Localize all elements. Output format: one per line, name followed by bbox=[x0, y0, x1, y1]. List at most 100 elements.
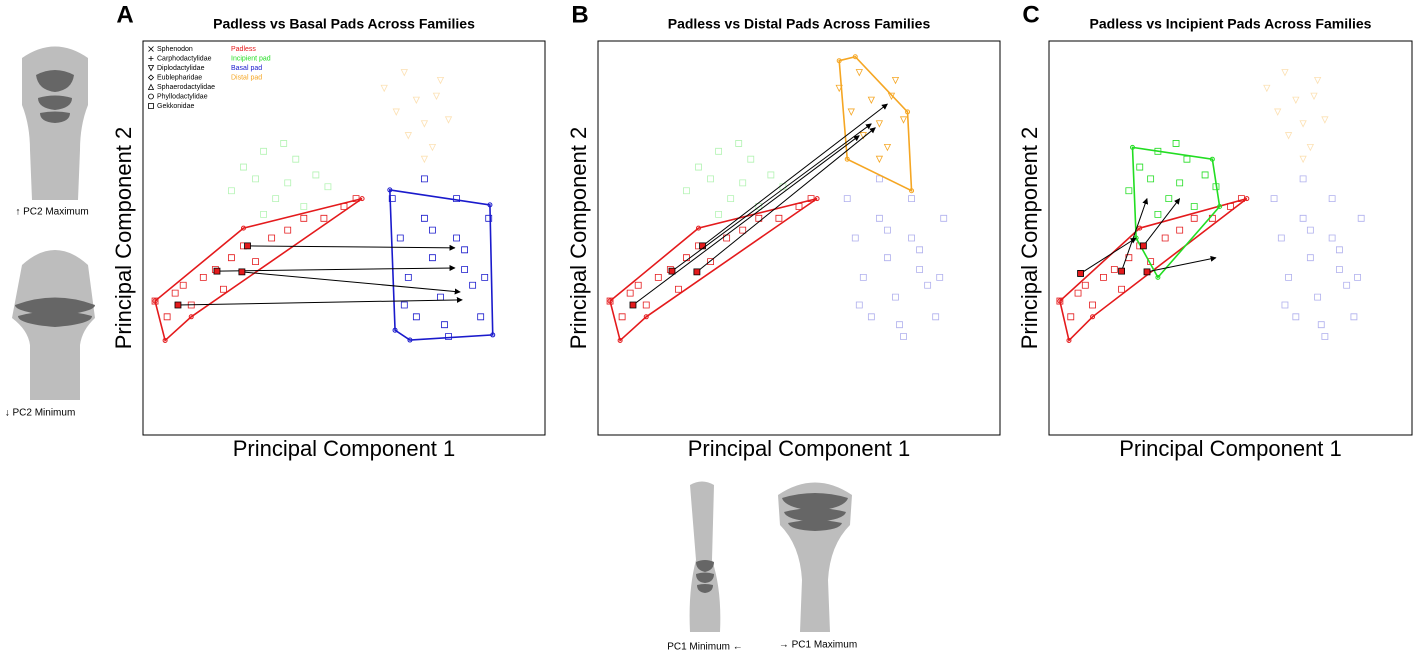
point bbox=[654, 274, 662, 281]
point bbox=[683, 187, 690, 195]
point bbox=[739, 179, 747, 187]
point bbox=[421, 175, 428, 183]
point bbox=[1118, 285, 1125, 293]
point bbox=[875, 155, 884, 164]
toe-pc1-max bbox=[778, 482, 852, 632]
hull-vertex bbox=[1209, 156, 1215, 162]
point bbox=[280, 140, 288, 147]
point bbox=[437, 293, 444, 301]
hull bbox=[388, 188, 494, 341]
legend-label: Padless bbox=[231, 46, 256, 53]
legend-symbol bbox=[147, 83, 155, 90]
point bbox=[908, 195, 915, 202]
point bbox=[1336, 246, 1343, 254]
point bbox=[453, 234, 460, 242]
legend-label: Gekkonidae bbox=[157, 103, 194, 110]
hull bbox=[609, 197, 818, 342]
point bbox=[1139, 242, 1147, 250]
hull-vertex bbox=[152, 298, 158, 304]
point bbox=[1172, 140, 1180, 147]
point bbox=[268, 234, 276, 242]
toe-pads bbox=[36, 70, 74, 123]
point bbox=[228, 254, 235, 262]
point bbox=[1161, 234, 1169, 242]
point bbox=[324, 183, 332, 191]
point bbox=[1125, 187, 1133, 195]
hull-vertex bbox=[1057, 298, 1063, 304]
legend-label: Eublepharidae bbox=[157, 74, 202, 81]
chart-title: Padless vs Distal Pads Across Families bbox=[668, 16, 931, 32]
hull-vertex bbox=[359, 196, 365, 202]
legend-label: Sphenodon bbox=[157, 46, 193, 53]
chart-title: Padless vs Incipient Pads Across Familie… bbox=[1090, 16, 1372, 32]
point bbox=[675, 285, 682, 293]
point bbox=[1336, 266, 1343, 273]
centroid-arrow bbox=[241, 271, 461, 295]
point bbox=[851, 234, 859, 242]
point bbox=[1328, 234, 1336, 242]
point bbox=[629, 301, 637, 309]
point bbox=[1190, 214, 1198, 222]
point bbox=[1190, 203, 1198, 210]
centroid-arrow bbox=[1146, 255, 1217, 273]
point bbox=[1201, 171, 1209, 179]
point bbox=[461, 246, 468, 254]
centroid-arrow bbox=[1142, 198, 1181, 247]
point bbox=[1056, 297, 1064, 305]
point bbox=[747, 155, 755, 163]
point bbox=[320, 214, 328, 222]
panel-letter: A bbox=[116, 1, 133, 28]
point bbox=[1317, 321, 1325, 329]
hull-vertex bbox=[607, 298, 613, 304]
centroid-arrow bbox=[696, 127, 876, 273]
legend-label: Incipient pad bbox=[231, 55, 271, 62]
point bbox=[875, 120, 884, 128]
point bbox=[1176, 226, 1184, 234]
point bbox=[715, 210, 722, 218]
point bbox=[896, 321, 903, 329]
point bbox=[735, 140, 743, 147]
hull-vertex bbox=[1137, 225, 1143, 231]
point bbox=[429, 254, 436, 262]
point bbox=[412, 96, 421, 104]
hull-vertex bbox=[1129, 144, 1135, 150]
point bbox=[444, 116, 453, 124]
point bbox=[441, 321, 448, 329]
point bbox=[240, 163, 247, 171]
point bbox=[1074, 289, 1082, 297]
point bbox=[1077, 270, 1084, 277]
hull bbox=[154, 197, 363, 342]
point bbox=[847, 108, 855, 116]
centroid-arrow bbox=[632, 135, 860, 306]
point bbox=[1081, 281, 1089, 289]
plot-frame bbox=[142, 40, 546, 436]
point bbox=[1274, 108, 1282, 116]
point bbox=[420, 155, 429, 164]
point bbox=[420, 120, 429, 128]
point bbox=[429, 226, 436, 234]
point bbox=[428, 143, 437, 152]
point bbox=[883, 143, 892, 152]
point bbox=[855, 301, 863, 309]
point bbox=[891, 77, 900, 85]
point bbox=[1299, 155, 1307, 164]
point bbox=[252, 175, 259, 183]
panel-letter: B bbox=[571, 1, 588, 28]
point bbox=[1154, 210, 1162, 218]
centroid-arrow bbox=[247, 244, 456, 251]
point bbox=[884, 254, 891, 262]
point bbox=[908, 234, 915, 242]
point bbox=[755, 203, 763, 210]
point bbox=[1310, 92, 1318, 101]
hull-vertex bbox=[387, 187, 393, 193]
point bbox=[1299, 214, 1307, 222]
point bbox=[859, 274, 867, 281]
x-axis-label: Principal Component 1 bbox=[688, 436, 911, 461]
point bbox=[695, 163, 702, 171]
point bbox=[1089, 301, 1096, 309]
point bbox=[1306, 226, 1314, 234]
hull-vertex bbox=[162, 337, 168, 343]
point bbox=[1350, 313, 1358, 321]
point bbox=[1292, 96, 1300, 104]
point bbox=[936, 274, 944, 281]
